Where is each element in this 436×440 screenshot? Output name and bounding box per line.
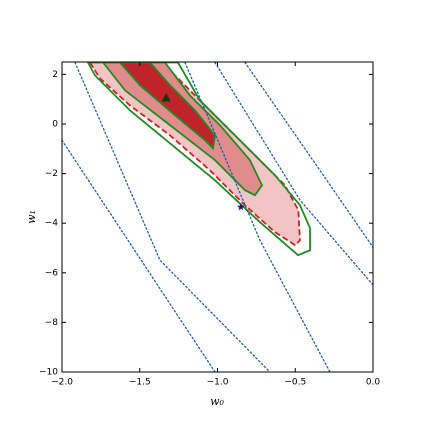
y-tick-label: 2 [52, 70, 58, 80]
x-axis-label: w₀ [210, 395, 224, 408]
y-tick-label: −10 [39, 368, 58, 378]
x-tick-label: −1.0 [207, 378, 229, 388]
contour-line [62, 139, 216, 372]
filled-contour [101, 62, 264, 197]
y-tick-label: −6 [45, 268, 59, 278]
y-tick-label: −2 [45, 169, 58, 179]
y-tick-label: −8 [45, 318, 59, 328]
filled-contour [88, 62, 301, 247]
contour-line [214, 62, 373, 286]
contour-line [74, 62, 271, 372]
x-tick-label: −1.5 [129, 378, 151, 388]
plot-area [62, 62, 373, 372]
x-tick-label: −2.0 [51, 378, 73, 388]
y-tick-label: −4 [45, 219, 59, 229]
contour-line [244, 62, 373, 248]
x-tick-label: 0.0 [366, 378, 381, 388]
marker-triangle [161, 92, 171, 102]
y-axis-label: w₁ [25, 210, 38, 224]
marker-star [237, 203, 245, 211]
contour-line [184, 62, 331, 372]
filled-contour [118, 62, 216, 151]
y-tick-label: 0 [52, 120, 58, 130]
x-tick-label: −0.5 [284, 378, 306, 388]
plot-frame [61, 61, 374, 373]
contour-line [86, 62, 311, 257]
